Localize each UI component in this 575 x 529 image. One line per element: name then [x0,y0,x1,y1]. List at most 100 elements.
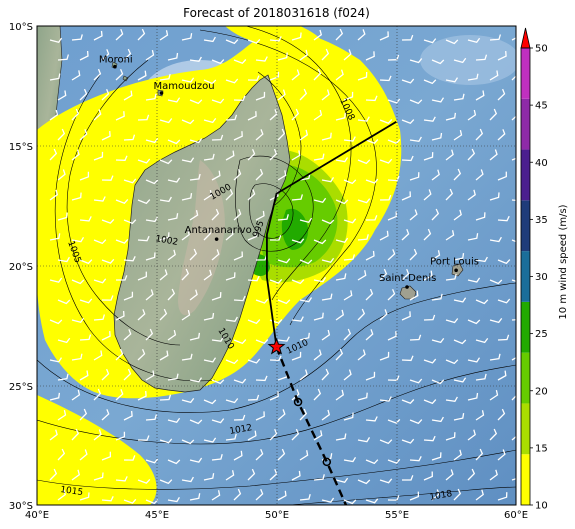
wind-barb [79,88,88,101]
wind-barb [225,316,238,323]
wind-barb [489,192,500,201]
wind-barb [71,192,82,201]
wind-barb [475,212,486,221]
wind-barb [401,228,410,241]
wind-barb [489,428,498,441]
wind-barb [401,355,414,362]
wind-barb [335,237,349,243]
wind-barb [145,49,155,61]
wind-barb [291,32,302,41]
wind-barb [79,129,88,141]
wind-barb [225,39,239,45]
wind-barb [189,99,203,105]
wind-barb [409,290,419,301]
wind-barb [93,350,103,361]
latitude-tick-labels: 10°S 15°S 20°S 25°S 30°S [9,22,33,512]
wind-barb [387,98,401,104]
wind-barb [93,388,102,401]
wind-barb [211,454,223,461]
wind-barb [101,451,112,461]
wind-barb [357,308,366,321]
wind-barb [387,139,401,145]
wind-barb [475,299,489,305]
wind-barb [313,277,327,283]
wind-barb [291,428,300,441]
wind-barb [475,128,484,141]
colorbar-segment [521,48,530,99]
wind-barb [489,34,502,41]
wind-barb [137,158,151,164]
wind-barb [115,155,128,161]
wind-barb [453,168,462,181]
wind-barb [49,233,61,241]
wind-barb [167,288,176,301]
wind-barb [79,408,88,421]
wind-barb [431,416,444,423]
wind-barb [357,479,371,485]
wind-barb [189,493,201,501]
wind-barb [401,438,415,444]
lon-tick: 50°E [265,510,289,521]
wind-barb [233,450,243,461]
wind-barb [49,319,63,325]
wind-barb [79,298,93,304]
wind-barb [475,373,487,381]
wind-barb [79,334,92,341]
wind-barb [93,429,102,441]
wind-barb [181,77,195,83]
lat-tick: 20°S [9,262,33,273]
wind-barb [247,231,257,241]
wind-barb [225,359,239,365]
wind-barb [511,199,516,202]
wind-barb [145,138,159,144]
wind-barb [409,491,420,501]
wind-barb [79,171,90,181]
wind-barb [123,48,132,61]
wind-barb [357,71,368,81]
wind-barb [335,309,345,321]
wind-barb [167,496,180,503]
wind-barb [357,392,368,401]
wind-barb [211,134,224,141]
wind-barb [357,349,366,361]
wind-barb [225,150,235,161]
wind-barb [497,334,510,341]
wind-barb [159,196,172,203]
wind-barb [203,473,215,481]
wind-barb [57,373,69,381]
wind-barb [189,332,201,341]
wind-barb [189,289,198,301]
wind-barb [101,409,110,421]
wind-barb [49,73,61,81]
wind-barb [423,270,433,281]
colorbar-tick-label: 50 [535,44,548,55]
wind-barb [497,51,507,61]
isobars [37,26,516,505]
wind-barb [203,79,217,85]
city-label: Port Louis [430,256,479,267]
wind-barb [489,70,499,81]
wind-barb [137,70,147,81]
wind-barb [181,353,193,361]
wind-barb [453,129,463,141]
wind-barb [357,234,369,241]
wind-barb [79,259,93,265]
wind-barb [211,208,220,221]
madagascar-relief [178,160,225,316]
wind-barb [211,379,225,385]
wind-barb [409,99,423,105]
wind-barb [159,232,170,241]
wind-barb [401,78,415,84]
wind-barb [313,153,325,161]
wind-barb [343,218,357,224]
wind-barb [181,193,193,201]
wind-barb [277,52,288,61]
wind-barb [379,268,388,281]
wind-barb [93,68,102,81]
wind-barb [233,339,247,345]
wind-barb [57,256,70,263]
wind-barb [203,357,217,363]
wind-barb [401,119,415,124]
wind-barb [145,328,154,341]
